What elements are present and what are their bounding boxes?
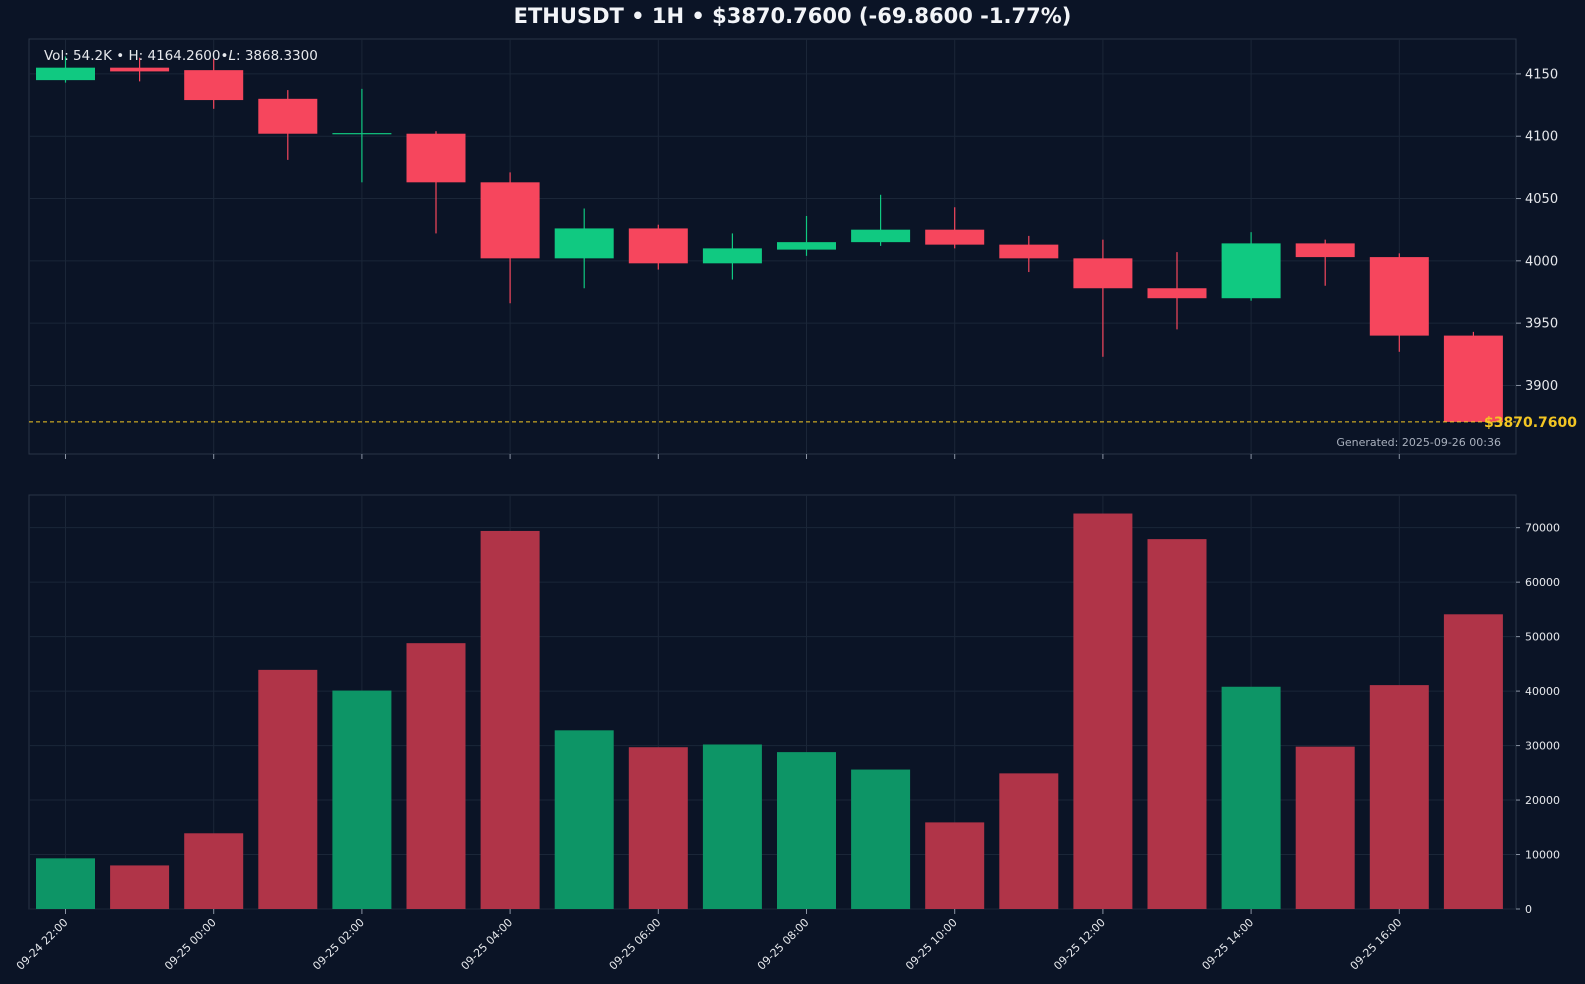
x-tick-label: 09-25 16:00 [1348, 916, 1405, 973]
candle-body [999, 244, 1059, 259]
info-text: Vol: 54.2K • H: 4164.2600•L: 3868.3300 [44, 48, 318, 64]
price-tick-label: 4050 [1525, 192, 1558, 207]
volume-bar [406, 643, 466, 909]
candle-body [1221, 243, 1281, 299]
candle [1369, 253, 1429, 352]
candle [554, 208, 614, 289]
info-low-value: : 3868.3300 [236, 48, 318, 64]
candle [110, 57, 170, 82]
candle-body [702, 248, 762, 264]
volume-tick-label: 70000 [1525, 522, 1560, 535]
candle-body [1369, 257, 1429, 336]
candle [480, 172, 540, 304]
candle-body [332, 133, 392, 135]
candle [184, 58, 244, 109]
candle-body [258, 98, 318, 134]
price-tick-label: 3900 [1525, 379, 1558, 394]
candle-body [184, 70, 244, 101]
candle [332, 88, 392, 183]
candle [628, 224, 688, 270]
candle [702, 233, 762, 280]
candle [925, 207, 985, 249]
volume-bar [36, 858, 95, 909]
candle [1073, 239, 1133, 357]
x-tick-label: 09-25 04:00 [459, 916, 516, 973]
volume-bar [554, 730, 614, 909]
candle-body [1147, 288, 1207, 299]
candle-body [925, 229, 985, 245]
volume-bar [480, 530, 540, 909]
price-tick-label: 4100 [1525, 130, 1558, 145]
volume-bar [1147, 539, 1207, 909]
volume-tick-label: 10000 [1525, 849, 1560, 862]
volume-tick-label: 50000 [1525, 631, 1560, 644]
price-tick-label: 4150 [1525, 67, 1558, 82]
candle [258, 90, 318, 160]
x-tick-label: 09-25 06:00 [607, 916, 664, 973]
volume-bar [1443, 614, 1503, 909]
volume-tick-label: 30000 [1525, 740, 1560, 753]
info-volume-high: Vol: 54.2K • H: 4164.2600• [44, 48, 228, 64]
volume-bar [258, 669, 318, 909]
candle [777, 215, 836, 256]
candle-body [36, 67, 95, 81]
price-panel-frame [28, 38, 1517, 455]
candle-body [1443, 335, 1503, 422]
candle [851, 194, 911, 246]
x-tick-label: 09-25 12:00 [1051, 916, 1108, 973]
candle-body [1073, 258, 1133, 289]
volume-bar [1369, 685, 1429, 909]
price-tick-label: 3950 [1525, 317, 1558, 332]
candle [406, 131, 466, 234]
volume-bar [1221, 686, 1281, 909]
last-price-label: $3870.7600 [1484, 415, 1577, 431]
candle-body [406, 133, 466, 183]
candle [1443, 331, 1503, 422]
generated-label: Generated: 2025-09-26 00:36 [1336, 436, 1501, 449]
volume-panel-frame [28, 494, 1517, 910]
volume-bar [628, 747, 688, 909]
x-tick-label: 09-25 14:00 [1200, 916, 1257, 973]
x-tick-label: 09-25 00:00 [162, 916, 219, 973]
volume-y-axis: 0 10000 20000 30000 40000 50000 60000 70000 [1516, 522, 1560, 916]
volume-bar [1295, 746, 1355, 909]
candle-body [851, 229, 911, 243]
volume-bar [999, 773, 1059, 909]
x-tick-label: 09-25 08:00 [755, 916, 812, 973]
x-tick-label: 09-25 10:00 [903, 916, 960, 973]
volume-bar [777, 752, 836, 909]
candle-body [110, 67, 170, 72]
price-y-axis: 3900 3950 4000 4050 4100 4150 [1516, 67, 1558, 394]
candle-body [777, 242, 836, 250]
volume-bar [702, 744, 762, 909]
volume-bar [925, 822, 985, 909]
volume-tick-label: 40000 [1525, 685, 1560, 698]
volume-bar-series [36, 513, 1503, 909]
volume-bar [1073, 513, 1133, 909]
candle-body [628, 228, 688, 264]
price-tick-label: 4000 [1525, 254, 1558, 269]
info-low-symbol: L [228, 48, 236, 64]
candle-body [480, 182, 540, 259]
candle [1221, 232, 1281, 301]
volume-bar [851, 769, 911, 909]
candlestick-series [36, 56, 1503, 422]
candle [999, 235, 1059, 273]
volume-bar [332, 690, 392, 909]
candle [1295, 239, 1355, 286]
candle [1147, 252, 1207, 330]
x-tick-label: 09-25 02:00 [310, 916, 367, 973]
volume-bar [184, 833, 244, 909]
volume-tick-label: 20000 [1525, 794, 1560, 807]
chart-title: ETHUSDT • 1H • $3870.7600 (-69.8600 -1.7… [513, 4, 1072, 28]
candle-body [554, 228, 614, 259]
candle-body [1295, 243, 1355, 258]
volume-tick-label: 0 [1525, 903, 1532, 916]
volume-bar [110, 865, 170, 909]
x-tick-label: 09-24 22:00 [14, 916, 71, 973]
candle [36, 56, 95, 83]
volume-tick-label: 60000 [1525, 576, 1560, 589]
